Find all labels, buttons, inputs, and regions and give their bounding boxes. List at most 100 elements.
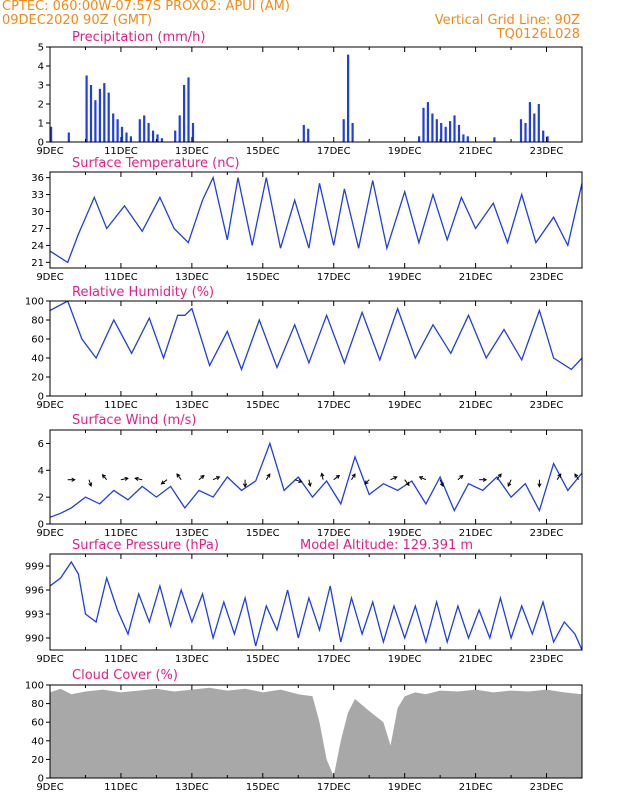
precip-bar [183, 85, 186, 142]
temp-title: Surface Temperature (nC) [72, 156, 240, 171]
wind-arrow-head [307, 482, 312, 488]
wind-arrow-head [71, 477, 76, 482]
wind-arrow [333, 475, 340, 481]
wind-arrow-head [176, 473, 181, 478]
cloud-plot [50, 687, 582, 778]
precip-bar [422, 107, 425, 142]
temp-ytick-label: 27 [31, 224, 44, 235]
pressure-subtitle: Model Altitude: 129.391 m [300, 538, 473, 553]
rh-xtick-label: 21DEC [459, 400, 493, 411]
cloud-xtick-label: 9DEC [36, 782, 63, 793]
precip-bar [457, 124, 461, 142]
wind-arrow-head [507, 482, 512, 487]
precip-bar [178, 115, 181, 142]
wind-arrow-head [439, 482, 444, 487]
rh-xtick-label: 9DEC [36, 400, 63, 411]
wind-arrow [419, 476, 427, 481]
pressure-ytick-label: 993 [25, 610, 44, 621]
wind-arrow [88, 479, 92, 487]
pressure-xtick-label: 15DEC [246, 654, 280, 665]
header-model: TQ0126L028 [496, 27, 580, 42]
cloud-xtick-label: 19DEC [388, 782, 422, 793]
precip-bar [542, 130, 545, 142]
temp-line [50, 175, 582, 264]
precip-plot [50, 54, 549, 142]
wind-arrow-head [393, 476, 398, 480]
cloud-ytick-label: 80 [31, 699, 44, 710]
pressure-panel: Surface Pressure (hPa) Model Altitude: 12… [25, 538, 583, 665]
precip-bar [524, 123, 527, 142]
wind-line [50, 441, 582, 518]
header-grid-line: Vertical Grid Line: 90Z [434, 13, 580, 28]
temp-panel: Surface Temperature (nC) 21 24 27 30 33 36 9DEC… [31, 156, 583, 283]
precip-xtick-label: 13DEC [175, 146, 209, 157]
wind-ytick-label: 6 [38, 439, 44, 450]
wind-panel: Surface Wind (m/s) 0 2 4 6 9DEC 11DEC 13DEC 15DE… [36, 413, 583, 539]
wind-xtick-label: 13DEC [175, 528, 209, 539]
wind-arrow [390, 476, 398, 481]
wind-arrow-head [405, 481, 410, 487]
wind-arrow-head [574, 473, 579, 478]
wind-arrow-head [101, 474, 106, 479]
wind-arrow-head [298, 478, 303, 483]
wind-arrow-head [418, 476, 424, 481]
precip-bar [85, 75, 88, 142]
rh-title: Relative Humidity (%) [72, 285, 214, 300]
temp-ytick-label: 33 [31, 190, 44, 201]
temp-ytick-label: 36 [31, 173, 44, 184]
precip-bar [302, 124, 305, 142]
pressure-xtick-label: 21DEC [459, 654, 493, 665]
pressure-ytick-label: 990 [25, 634, 44, 645]
pressure-title: Surface Pressure (hPa) [72, 538, 219, 553]
wind-arrow-head [266, 473, 271, 478]
precip-bar [453, 115, 456, 142]
wind-xtick-label: 19DEC [388, 528, 422, 539]
precip-bar [528, 102, 531, 142]
precip-bar [351, 123, 354, 142]
cloud-xtick-label: 13DEC [175, 782, 209, 793]
pressure-xtick-label: 17DEC [317, 654, 351, 665]
temp-ytick-label: 30 [31, 207, 44, 218]
wind-arrow [556, 473, 562, 480]
cloud-title: Cloud Cover (%) [72, 668, 178, 683]
precip-ytick-label: 5 [38, 43, 44, 54]
precip-bar [466, 136, 469, 142]
wind-arrow-head [200, 474, 205, 479]
precip-ytick-label: 2 [38, 100, 44, 111]
precip-bar [50, 126, 53, 142]
wind-arrow [351, 473, 356, 480]
cloud-xtick-label: 11DEC [104, 782, 138, 793]
rh-xtick-label: 15DEC [246, 400, 280, 411]
pressure-line [50, 560, 582, 650]
precip-bar [120, 126, 124, 142]
wind-arrow [439, 479, 444, 487]
wind-arrow-head [160, 480, 165, 485]
cloud-xtick-label: 15DEC [246, 782, 280, 793]
rh-ytick-label: 40 [31, 354, 44, 365]
header-location: CPTEC: 060:00W-07:57S PROX02: APUI (AM) [2, 0, 290, 14]
precip-xtick-label: 21DEC [459, 146, 493, 157]
temp-xtick-label: 23DEC [530, 272, 564, 283]
precip-bar [519, 119, 523, 142]
precip-bar [152, 130, 155, 142]
precip-xtick-label: 11DEC [104, 146, 138, 157]
pressure-ytick-label: 996 [25, 586, 44, 597]
cloud-area [50, 687, 582, 778]
wind-arrow [308, 479, 311, 487]
rh-ytick-label: 80 [31, 316, 44, 327]
rh-xtick-label: 11DEC [104, 400, 138, 411]
precip-bar [546, 136, 549, 142]
wind-arrow-head [215, 476, 221, 480]
wind-arrow-head [364, 480, 369, 485]
wind-ytick-label: 4 [38, 466, 44, 477]
rh-ytick-label: 20 [31, 373, 44, 384]
precip-bar [116, 119, 119, 142]
rh-line [50, 301, 582, 372]
precip-bar [533, 113, 536, 142]
wind-frame [49, 429, 583, 525]
wind-arrow [294, 479, 302, 483]
precip-bar [342, 119, 345, 142]
precip-bar [426, 102, 429, 142]
